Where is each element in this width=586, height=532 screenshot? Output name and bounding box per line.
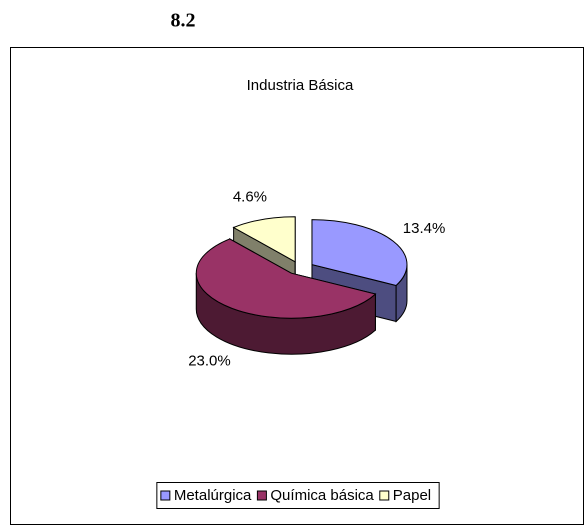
legend-swatch [256,490,267,501]
legend-swatch [379,490,390,501]
chart-title: Industria Básica [247,77,354,94]
slice [195,238,377,319]
data-label: 23.0% [188,353,231,370]
legend-label: Papel [393,487,431,504]
heading: 8.2 [171,10,196,32]
legend-label: Química básica [270,487,374,504]
data-label: 4.6% [233,189,267,206]
data-label: 13.4% [403,220,446,237]
legend-box [156,482,440,509]
legend-swatch [160,490,171,501]
slice [232,216,296,263]
slice [311,219,408,287]
legend-label: Metalúrgica [174,487,252,504]
